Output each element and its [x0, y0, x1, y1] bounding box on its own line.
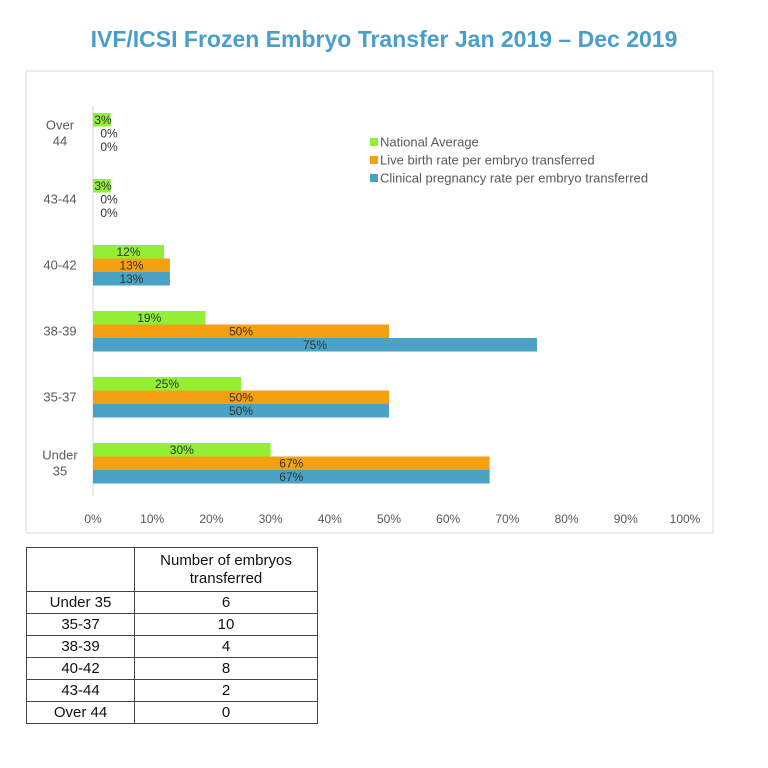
bar-chart: 0% 10% 20% 30% 40% 50% 60% 70% 80% 90% 100%3%0%0%O…: [25, 70, 714, 534]
table-cell-age: 38-39: [26, 635, 135, 658]
bar-data-label: 50%: [229, 391, 253, 405]
bar: [93, 404, 389, 418]
bar-data-label: 3%: [94, 179, 112, 193]
bar: [93, 470, 490, 484]
legend-swatch: [370, 174, 378, 182]
bar-data-label: 67%: [279, 470, 303, 484]
table-cell-age: 35-37: [26, 613, 135, 636]
bar: [93, 272, 170, 286]
table-cell-count: 6: [134, 591, 318, 614]
bar: [93, 245, 165, 259]
category-label: 40-42: [43, 257, 76, 272]
table-row: Over 44 0: [26, 701, 318, 724]
x-tick-label: 40%: [318, 512, 342, 526]
x-tick-label: 20%: [199, 512, 223, 526]
x-tick-label: 100%: [670, 512, 701, 526]
table-cell-count: 0: [134, 701, 318, 724]
category-label: 43-44: [43, 191, 76, 206]
x-tick-label: 80%: [555, 512, 579, 526]
category-label: Under: [42, 447, 78, 462]
x-tick-label: 60%: [436, 512, 460, 526]
category-label: 44: [53, 133, 67, 148]
bar: [93, 338, 537, 352]
category-label: 35: [53, 463, 67, 478]
table-header-embryos: Number of embryos transferred: [134, 547, 318, 592]
bar-data-label: 0%: [100, 206, 118, 220]
bar-data-label: 0%: [100, 140, 118, 154]
table-row: 38-39 4: [26, 635, 318, 658]
table-cell-age: 40-42: [26, 657, 135, 680]
legend-item: Clinical pregnancy rate per embryo trans…: [380, 171, 648, 186]
bar-data-label: 0%: [100, 193, 118, 207]
bar: [93, 179, 111, 193]
table-cell-age: Over 44: [26, 701, 135, 724]
table-header-empty: [26, 547, 135, 592]
legend-item: National Average: [380, 135, 479, 150]
bar-data-label: 67%: [279, 457, 303, 471]
bar-data-label: 13%: [119, 259, 143, 273]
table-header-row: Number of embryos transferred: [26, 547, 318, 592]
bar-data-label: 12%: [117, 245, 141, 259]
bar-data-label: 30%: [170, 443, 194, 457]
legend-swatch: [370, 138, 378, 146]
table-cell-count: 2: [134, 679, 318, 702]
legend-item: Live birth rate per embryo transferred: [380, 153, 595, 168]
bar-data-label: 50%: [229, 404, 253, 418]
table-row: 35-37 10: [26, 613, 318, 636]
legend-swatch: [370, 156, 378, 164]
bar-data-label: 13%: [119, 272, 143, 286]
table-row: Under 35 6: [26, 591, 318, 614]
category-label: 38-39: [43, 323, 76, 338]
category-label: 35-37: [43, 389, 76, 404]
bar: [93, 113, 111, 127]
x-tick-label: 30%: [259, 512, 283, 526]
table-cell-count: 4: [134, 635, 318, 658]
x-tick-label: 50%: [377, 512, 401, 526]
bar: [93, 324, 389, 338]
bar-data-label: 3%: [94, 113, 112, 127]
table-cell-count: 10: [134, 613, 318, 636]
embryo-count-table: Number of embryos transferred Under 35 6…: [26, 547, 318, 724]
bar-data-label: 0%: [100, 127, 118, 141]
bar: [93, 390, 389, 404]
chart-title: IVF/ICSI Frozen Embryo Transfer Jan 2019…: [90, 26, 678, 52]
table-row: 40-42 8: [26, 657, 318, 680]
bar: [93, 377, 241, 391]
category-label: Over: [46, 117, 75, 132]
bar: [93, 258, 170, 272]
bar-data-label: 19%: [137, 311, 161, 325]
bar-data-label: 25%: [155, 377, 179, 391]
bar: [93, 443, 271, 457]
bar-data-label: 50%: [229, 325, 253, 339]
x-tick-label: 0%: [84, 512, 102, 526]
table-cell-count: 8: [134, 657, 318, 680]
table-cell-age: Under 35: [26, 591, 135, 614]
bar: [93, 311, 206, 325]
x-tick-label: 90%: [614, 512, 638, 526]
x-tick-label: 10%: [140, 512, 164, 526]
bar-data-label: 75%: [303, 338, 327, 352]
table-cell-age: 43-44: [26, 679, 135, 702]
x-tick-label: 70%: [495, 512, 519, 526]
table-row: 43-44 2: [26, 679, 318, 702]
bar: [93, 456, 490, 470]
